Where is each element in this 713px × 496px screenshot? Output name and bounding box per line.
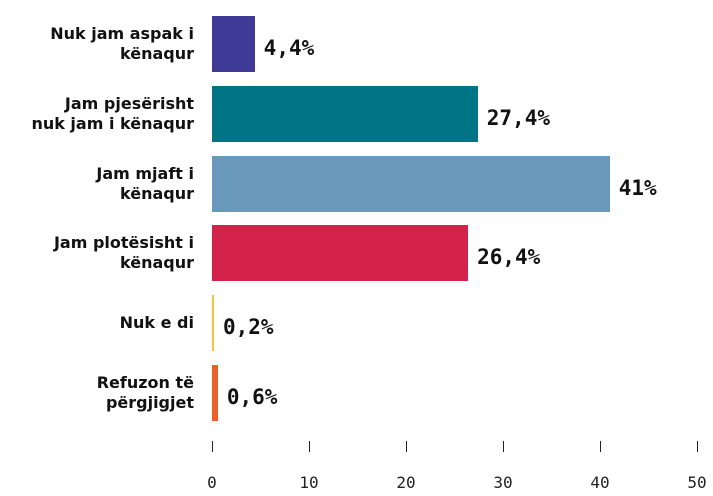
x-tick <box>502 441 504 452</box>
category-label: Nuk e di <box>119 313 194 333</box>
bar <box>212 15 255 72</box>
x-tick <box>599 441 601 452</box>
value-label: 4,4% <box>263 35 315 60</box>
category-label: Refuzon të përgjigjet <box>96 372 194 412</box>
x-tick-label: 10 <box>299 473 319 492</box>
category-label: Nuk jam aspak i kënaqur <box>50 23 194 63</box>
value-label: 26,4% <box>477 245 541 270</box>
category-label: Jam pjesërisht nuk jam i kënaqur <box>31 93 194 133</box>
x-tick <box>211 441 213 452</box>
x-tick-label: 20 <box>396 473 416 492</box>
value-label: 27,4% <box>486 105 550 130</box>
bar <box>212 364 218 421</box>
bar <box>212 155 610 212</box>
value-label: 0,6% <box>226 384 278 409</box>
x-tick <box>696 441 698 452</box>
bar <box>212 295 214 352</box>
x-tick-label: 30 <box>493 473 513 492</box>
x-tick-label: 0 <box>207 473 217 492</box>
category-label: Jam plotësisht i kënaqur <box>53 233 194 273</box>
category-label: Jam mjaft i kënaqur <box>96 163 194 203</box>
x-tick <box>308 441 310 452</box>
bar <box>212 85 478 142</box>
x-tick <box>405 441 407 452</box>
value-label: 0,2% <box>223 315 274 340</box>
bar <box>212 225 469 282</box>
x-tick-label: 50 <box>687 473 707 492</box>
value-label: 41% <box>618 175 657 200</box>
x-tick-label: 40 <box>590 473 610 492</box>
